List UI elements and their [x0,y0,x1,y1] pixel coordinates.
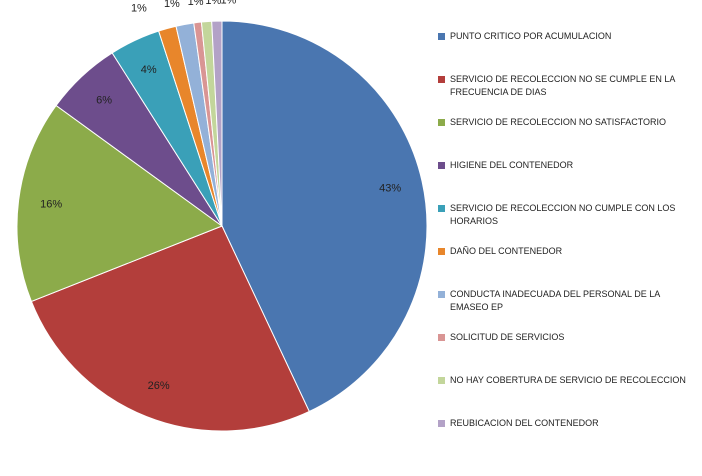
legend-item: HIGIENE DEL CONTENEDOR [438,159,688,172]
pie-labels: 43%26%16%6%4%1% 1% 1% 1% 1% [40,0,401,392]
legend-label: CONDUCTA INADECUADA DEL PERSONAL DE LA E… [450,289,660,312]
slice-value-label: 1% [220,0,236,7]
slice-value-label: 6% [96,94,112,106]
legend-swatch [438,119,445,126]
legend-swatch [438,377,445,384]
legend-item: SERVICIO DE RECOLECCION NO SATISFACTORIO [438,116,688,129]
legend-label: HIGIENE DEL CONTENEDOR [450,160,574,170]
slice-value-label: 1% [164,0,180,10]
legend-label: SERVICIO DE RECOLECCION NO CUMPLE CON LO… [450,203,676,226]
legend-item: SERVICIO DE RECOLECCION NO SE CUMPLE EN … [438,73,688,99]
slice-value-label: 1% [188,0,204,8]
legend-label: SERVICIO DE RECOLECCION NO SATISFACTORIO [450,117,667,127]
slice-value-label: 1% [205,0,221,7]
legend-swatch [438,33,445,40]
pie-slice [16,104,224,303]
slice-value-label: 4% [141,64,157,76]
legend-item: DAÑO DEL CONTENEDOR [438,245,688,258]
legend-item: REUBICACION DEL CONTENEDOR [438,417,688,430]
legend-item: SERVICIO DE RECOLECCION NO CUMPLE CON LO… [438,202,688,228]
pie-slices [16,20,428,432]
legend-swatch [438,291,445,298]
legend-label: DAÑO DEL CONTENEDOR [450,246,563,256]
legend-item: NO HAY COBERTURA DE SERVICIO DE RECOLECC… [438,374,688,387]
legend-label: SERVICIO DE RECOLECCION NO SE CUMPLE EN … [450,74,675,97]
legend-item: SOLICITUD DE SERVICIOS [438,331,688,344]
legend-label: REUBICACION DEL CONTENEDOR [450,418,599,428]
pie-slice [30,225,310,432]
legend-swatch [438,420,445,427]
pie-slice [221,20,428,413]
legend-swatch [438,334,445,341]
pie-slice [211,20,223,227]
legend-swatch [438,162,445,169]
legend-swatch [438,76,445,83]
legend-label: PUNTO CRITICO POR ACUMULACION [450,31,612,41]
slice-value-label: 26% [148,380,170,392]
slice-value-label: 43% [379,182,401,194]
slice-value-label: 16% [40,198,62,210]
legend-label: SOLICITUD DE SERVICIOS [450,332,565,342]
legend-swatch [438,205,445,212]
legend-label: NO HAY COBERTURA DE SERVICIO DE RECOLECC… [450,375,686,385]
slice-value-label: 1% [131,3,147,15]
legend-item: PUNTO CRITICO POR ACUMULACION [438,30,688,43]
legend-item: CONDUCTA INADECUADA DEL PERSONAL DE LA E… [438,288,688,314]
legend-swatch [438,248,445,255]
